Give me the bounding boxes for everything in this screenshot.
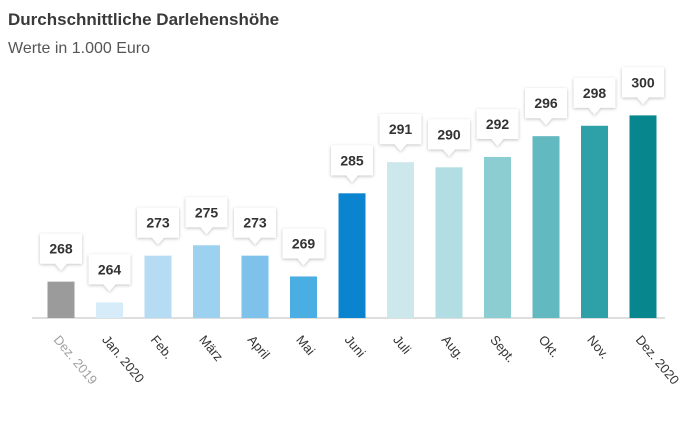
data-label: 298	[573, 77, 616, 115]
bar	[47, 281, 75, 318]
bar	[387, 162, 414, 318]
bar	[435, 167, 463, 318]
data-label: 291	[379, 114, 422, 152]
x-tick-label: März	[196, 332, 226, 364]
data-label-text: 296	[534, 95, 558, 111]
bar	[96, 302, 123, 318]
chart-title: Durchschnittliche Darlehenshöhe	[8, 10, 280, 29]
bar	[338, 193, 366, 318]
data-label: 268	[40, 233, 82, 271]
x-tick-label: Dez. 2019	[51, 332, 101, 387]
x-tick-label: April	[245, 332, 273, 362]
bar	[532, 136, 560, 318]
x-tick-label: Juli	[390, 332, 414, 357]
data-label-text: 300	[631, 74, 655, 90]
data-label: 296	[525, 88, 567, 126]
bar	[629, 115, 657, 318]
bar	[193, 245, 220, 318]
x-tick-label: Sept.	[487, 332, 518, 365]
bar	[484, 156, 511, 318]
data-label: 273	[234, 207, 276, 245]
data-label-text: 290	[437, 126, 461, 142]
data-label: 292	[476, 108, 519, 146]
data-label: 290	[428, 119, 470, 157]
x-tick-label: Okt.	[536, 332, 563, 360]
data-label: 285	[331, 145, 373, 183]
x-tick-label: Jan. 2020	[99, 332, 147, 385]
data-label-text: 285	[340, 152, 364, 168]
data-label-text: 269	[292, 235, 316, 251]
data-label-text: 264	[98, 261, 122, 277]
data-label-text: 268	[49, 241, 73, 257]
data-label-text: 273	[146, 215, 170, 231]
data-label: 275	[185, 197, 228, 235]
data-label: 300	[622, 67, 664, 105]
x-tick-label: Aug.	[439, 332, 468, 362]
bar	[581, 125, 608, 318]
x-tick-label: Nov.	[584, 332, 612, 361]
x-tick-label: Mai	[293, 332, 318, 358]
chart-subtitle: Werte in 1.000 Euro	[8, 40, 151, 57]
data-label: 269	[282, 228, 325, 266]
bar	[290, 276, 317, 318]
data-label-text: 291	[389, 121, 413, 137]
data-label-text: 292	[486, 116, 510, 132]
data-label-text: 275	[195, 204, 219, 220]
bar	[144, 255, 172, 318]
data-label: 273	[137, 207, 179, 245]
x-tick-label: Feb.	[148, 332, 176, 362]
x-tick-label: Juni	[342, 332, 369, 360]
data-label-text: 298	[583, 85, 607, 101]
x-tick-label: Dez. 2020	[633, 332, 683, 387]
data-label-text: 273	[243, 215, 267, 231]
bar	[241, 255, 269, 318]
data-label: 264	[88, 254, 131, 292]
